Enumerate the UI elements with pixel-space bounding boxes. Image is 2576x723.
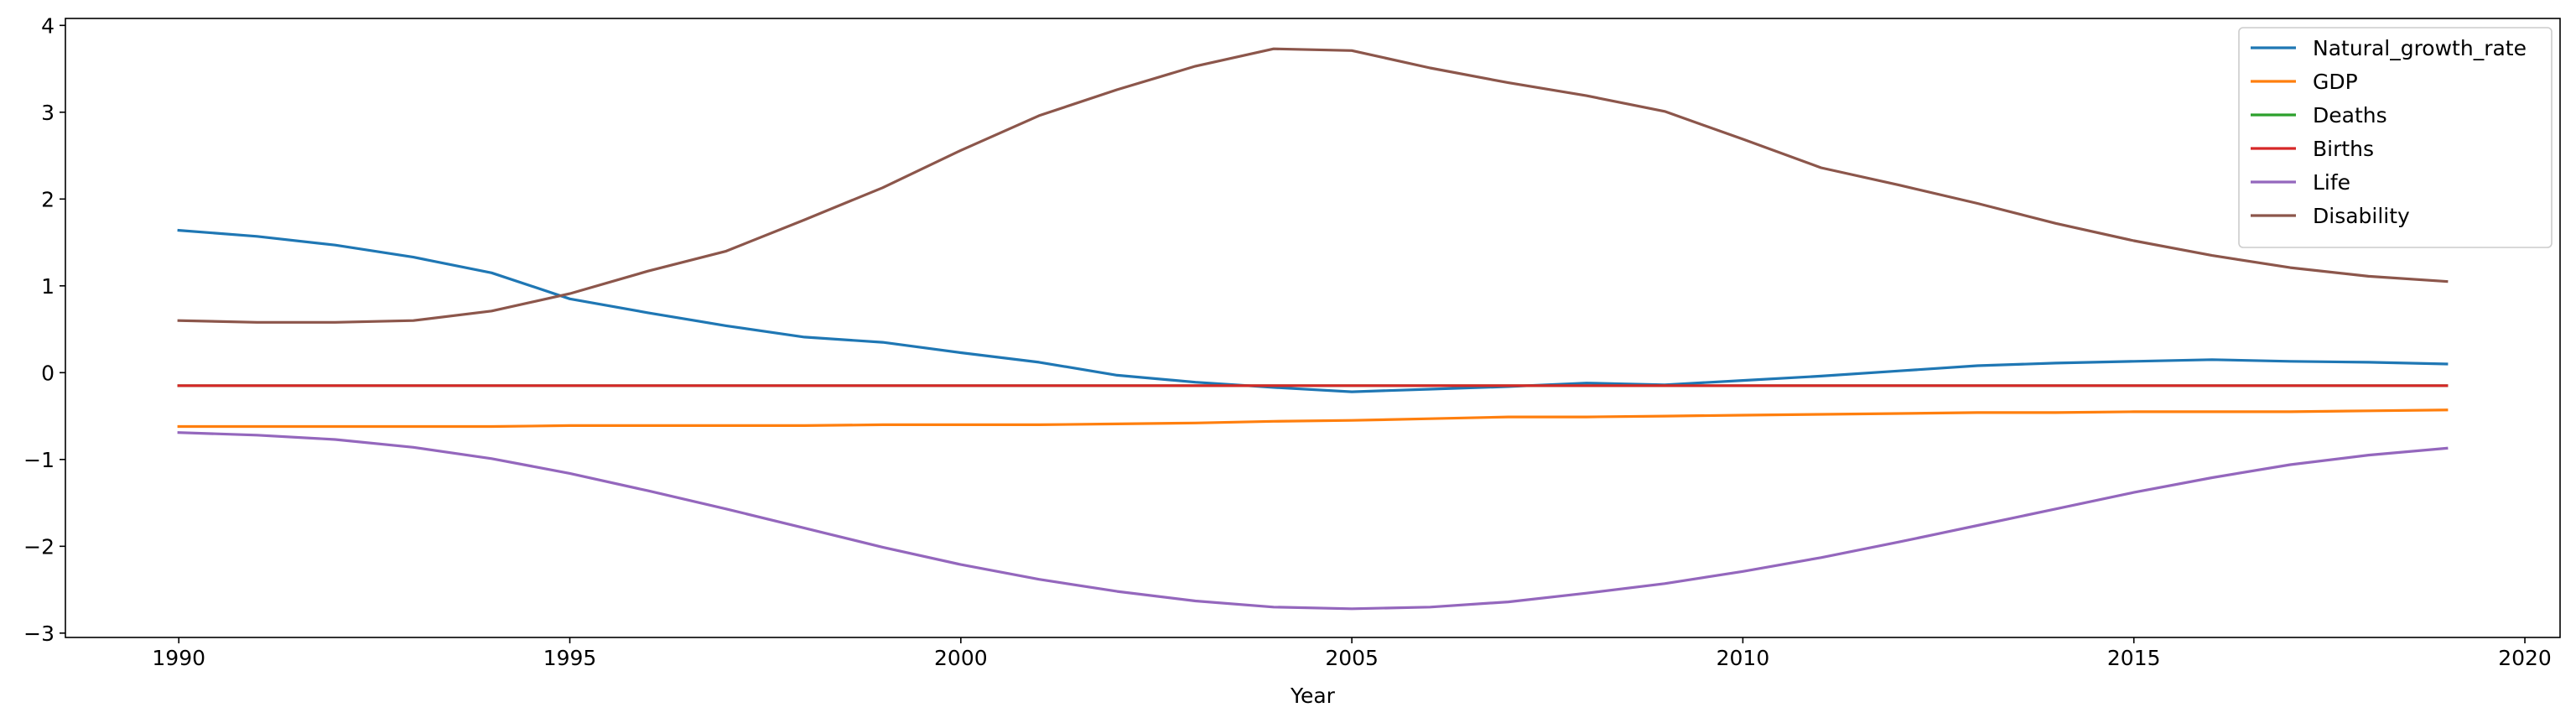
y-tick-label: −1 (23, 448, 55, 472)
y-tick-label: 2 (41, 187, 55, 211)
legend-label: Disability (2313, 204, 2410, 228)
legend-label: Life (2313, 170, 2350, 195)
x-tick-label: 1995 (543, 646, 597, 670)
x-tick-label: 2015 (2107, 646, 2161, 670)
y-tick-label: 4 (41, 13, 55, 38)
legend-label: Births (2313, 137, 2374, 161)
x-axis: 1990 1995 2000 2005 2010 2015 2020 (152, 637, 2552, 670)
legend-label: Deaths (2313, 103, 2387, 127)
x-tick-label: 2010 (1716, 646, 1770, 670)
x-tick-label: 2020 (2498, 646, 2552, 670)
x-axis-label: Year (1290, 684, 1336, 708)
y-tick-label: 3 (41, 101, 55, 125)
legend-label: GDP (2313, 70, 2358, 94)
y-axis: −3 −2 −1 0 1 2 3 4 (23, 13, 65, 646)
y-tick-label: −3 (23, 622, 55, 646)
x-tick-label: 2005 (1325, 646, 1379, 670)
legend: Natural_growth_rate GDP Deaths Births Life Di… (2238, 27, 2553, 248)
series-line-life (177, 431, 2449, 611)
series-line-gdp (177, 408, 2449, 429)
plot-frame (65, 18, 2561, 638)
series-lines (177, 47, 2449, 611)
y-tick-label: 1 (41, 274, 55, 299)
legend-label: Natural_growth_rate (2313, 36, 2527, 60)
y-tick-label: −2 (23, 534, 55, 559)
series-line-natural-growth-rate (177, 228, 2449, 393)
legend-box (2238, 27, 2553, 248)
series-line-disability (177, 47, 2449, 324)
y-tick-label: 0 (41, 361, 55, 385)
x-tick-label: 1990 (152, 646, 205, 670)
x-tick-label: 2000 (934, 646, 988, 670)
